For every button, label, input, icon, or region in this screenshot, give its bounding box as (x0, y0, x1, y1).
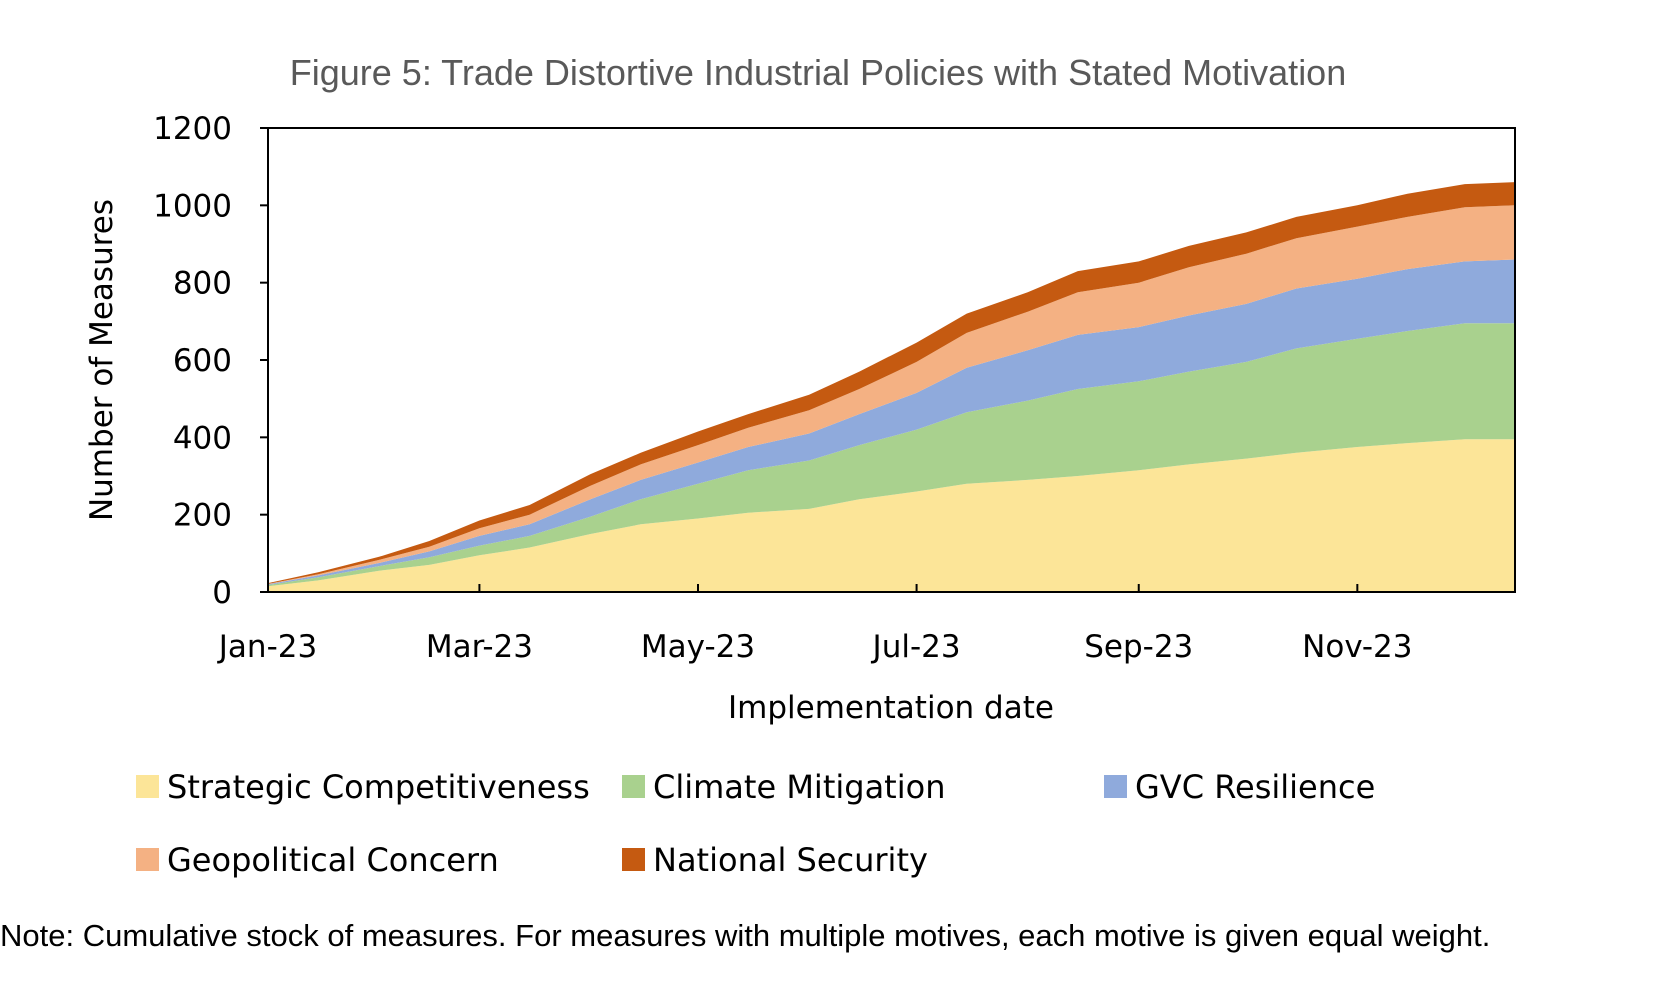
legend-label: National Security (653, 841, 928, 879)
y-tick-label: 400 (173, 420, 232, 456)
x-tick-label: Jan-23 (217, 629, 317, 665)
legend-swatch (622, 848, 645, 871)
area-series-3 (268, 259, 1515, 585)
legend-label: Geopolitical Concern (167, 841, 499, 879)
legend-label: GVC Resilience (1135, 768, 1375, 806)
area-series-4 (268, 205, 1515, 585)
y-axis: 0 200 400 600 800 1000 1200 (153, 111, 268, 611)
y-tick-label: 200 (173, 498, 232, 534)
legend-swatch (622, 775, 645, 798)
legend-label: Strategic Competitiveness (167, 768, 590, 806)
figure-note: Note: Cumulative stock of measures. For … (0, 918, 1491, 953)
x-tick-label: Jul-23 (871, 629, 961, 665)
legend: Strategic Competitiveness Climate Mitigat… (136, 768, 1375, 879)
legend-swatch (136, 848, 159, 871)
y-tick-label: 1200 (153, 111, 232, 147)
x-tick-label: Mar-23 (426, 629, 533, 665)
y-tick-label: 600 (173, 343, 232, 379)
y-axis-label: Number of Measures (84, 199, 120, 521)
legend-swatch (1104, 775, 1127, 798)
x-axis: Jan-23 Mar-23 May-23 Jul-23 Sep-23 Nov-23 (217, 584, 1412, 665)
y-tick-label: 800 (173, 266, 232, 302)
x-tick-label: Nov-23 (1302, 629, 1412, 665)
stacked-areas (268, 182, 1515, 592)
legend-swatch (136, 775, 159, 798)
x-tick-label: May-23 (641, 629, 755, 665)
y-tick-label: 1000 (153, 188, 232, 224)
x-tick-label: Sep-23 (1084, 629, 1193, 665)
chart-title: Figure 5: Trade Distortive Industrial Po… (290, 52, 1346, 93)
area-series-5 (268, 182, 1515, 584)
y-tick-label: 0 (212, 575, 232, 611)
area-series-2 (268, 323, 1515, 587)
legend-label: Climate Mitigation (653, 768, 945, 806)
area-series-1 (268, 439, 1515, 592)
x-axis-label: Implementation date (728, 690, 1054, 726)
